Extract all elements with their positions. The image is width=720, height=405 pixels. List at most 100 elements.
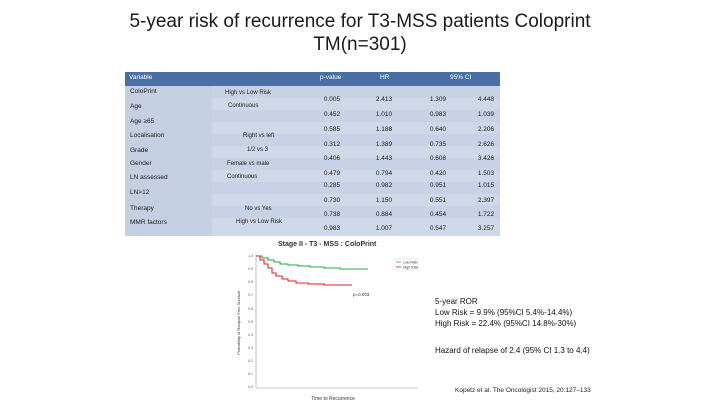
pvalue-cell: 0.983 xyxy=(323,225,341,232)
variable-grade: Grade xyxy=(130,147,149,154)
ci-low-cell: 0.983 xyxy=(429,111,447,118)
variable-age: Age xyxy=(130,103,142,110)
ror-title: 5-year ROR xyxy=(435,297,478,306)
hr-cell: 1.010 xyxy=(375,111,393,118)
ci-high-cell: 1.503 xyxy=(477,170,495,177)
hr-cell: 1.150 xyxy=(375,197,393,204)
comparison-mmr: High vs Low Risk xyxy=(236,219,283,225)
pvalue-cell: 0.406 xyxy=(323,155,341,162)
ci-low-cell: 0.640 xyxy=(429,126,447,133)
ci-high-cell: 4.448 xyxy=(477,96,495,103)
ror-low: Low Risk = 9.9% (95%CI 5.4%-14.4%) xyxy=(435,308,573,317)
km-legend-high: High Risk xyxy=(403,266,418,270)
header-ci: 95% CI xyxy=(450,74,472,81)
km-ytick: 0.0 xyxy=(248,385,253,389)
pvalue-cell: 0.005 xyxy=(323,96,341,103)
title-line-2: TM(n=301) xyxy=(313,34,407,55)
ci-low-cell: 0.951 xyxy=(429,182,447,189)
variable-localisation: Localisation xyxy=(130,132,165,139)
comparison-age: Continuous xyxy=(228,103,259,109)
table-band xyxy=(125,134,500,146)
ci-high-cell: 2.626 xyxy=(477,141,495,148)
pvalue-cell: 0.479 xyxy=(323,170,341,177)
ror-high: High Risk = 22.4% (95%CI 14.8%-30%) xyxy=(435,319,577,328)
hr-cell: 1.188 xyxy=(375,126,393,133)
km-ylabel: Probability of Relapse Free Survival xyxy=(236,291,241,355)
ci-high-cell: 2.206 xyxy=(477,126,495,133)
header-hr: HR xyxy=(380,74,390,81)
table-band xyxy=(125,158,500,170)
table-header: Variable p-value HR 95% CI xyxy=(125,72,500,86)
km-ytick: 0.4 xyxy=(248,333,253,337)
hr-cell: 1.443 xyxy=(375,155,393,162)
comparison-therapy: No vs Yes xyxy=(245,206,272,212)
ci-high-cell: 3.426 xyxy=(477,155,495,162)
header-pvalue: p-value xyxy=(320,74,342,81)
table-band xyxy=(125,86,500,98)
table-band xyxy=(125,206,500,218)
title-line-1: 5-year risk of recurrence for T3-MSS pat… xyxy=(129,11,591,32)
hr-cell: 0.884 xyxy=(375,211,393,218)
km-ytick: 0.1 xyxy=(248,372,253,376)
ci-high-cell: 1.039 xyxy=(477,111,495,118)
km-ytick: 1.0 xyxy=(248,254,253,258)
km-curve-low-risk xyxy=(256,255,368,270)
variable-coloprint: ColoPrint xyxy=(130,88,157,95)
slide-title: 5-year risk of recurrence for T3-MSS pat… xyxy=(0,10,720,56)
km-ytick: 0.9 xyxy=(248,267,253,271)
km-pvalue: p=0.003 xyxy=(353,292,370,297)
hr-cell: 2.413 xyxy=(375,96,393,103)
km-plot: 1.0 0.9 0.8 0.7 0.6 0.5 0.4 0.3 0.2 0.1 … xyxy=(236,254,419,402)
km-ytick: 0.5 xyxy=(248,320,253,324)
km-curve-high-risk xyxy=(256,255,352,286)
pvalue-cell: 0.730 xyxy=(323,197,341,204)
ci-high-cell: 2.397 xyxy=(477,197,495,204)
ci-low-cell: 0.551 xyxy=(429,197,447,204)
pvalue-cell: 0.585 xyxy=(323,126,341,133)
variable-gender: Gender xyxy=(130,160,152,167)
hr-cell: 1.007 xyxy=(375,225,393,232)
pvalue-cell: 0.738 xyxy=(323,211,341,218)
ci-low-cell: 0.454 xyxy=(429,211,447,218)
km-ytick: 0.8 xyxy=(248,280,253,284)
pvalue-cell: 0.452 xyxy=(323,111,341,118)
hr-cell: 0.794 xyxy=(375,170,393,177)
variable-therapy: Therapy xyxy=(130,205,154,212)
km-ytick: 0.3 xyxy=(248,346,253,350)
comparison-localisation: Right vs left xyxy=(243,133,275,139)
hr-cell: 0.982 xyxy=(375,182,393,189)
ci-low-cell: 0.608 xyxy=(429,155,447,162)
comparison-gender: Female vs male xyxy=(227,161,270,167)
ci-low-cell: 1.309 xyxy=(429,96,447,103)
variable-mmr-factors: MMR factors xyxy=(130,219,167,226)
pvalue-cell: 0.312 xyxy=(323,141,341,148)
km-ytick: 0.2 xyxy=(248,359,253,363)
ci-low-cell: 0.547 xyxy=(429,225,447,232)
ci-low-cell: 0.735 xyxy=(429,141,447,148)
citation: Kopetz et al. The Oncologist 2015, 20:12… xyxy=(455,387,591,394)
km-legend-low: Low Risk xyxy=(403,261,417,265)
hr-cell: 1.389 xyxy=(375,141,393,148)
table-variable-column xyxy=(125,86,212,236)
variable-ln-12: LN>12 xyxy=(130,189,150,196)
km-title: Stage II - T3 - MSS : ColoPrint xyxy=(278,241,377,248)
comparison-grade: 1/2 vs 3 xyxy=(247,147,269,153)
km-legend xyxy=(393,258,419,271)
table-band xyxy=(125,110,500,122)
ci-high-cell: 3.257 xyxy=(477,225,495,232)
variable-ln-assessed: LN assessed xyxy=(130,174,168,181)
comparison-coloprint: High vs Low Risk xyxy=(225,90,272,96)
km-ytick: 0.7 xyxy=(248,293,253,297)
ci-high-cell: 1.722 xyxy=(477,211,495,218)
km-xlabel: Time to Recurrence xyxy=(311,396,355,402)
km-ytick: 0.6 xyxy=(248,307,253,311)
hazard-text: Hazard of relapse of 2.4 (95% CI 1.3 to … xyxy=(435,346,590,355)
header-variable: Variable xyxy=(129,74,153,81)
pvalue-cell: 0.285 xyxy=(323,182,341,189)
ci-high-cell: 1.015 xyxy=(477,182,495,189)
ror-summary: 5-year ROR Low Risk = 9.9% (95%CI 5.4%-1… xyxy=(435,296,576,329)
comparison-ln-assessed: Continuous xyxy=(227,174,258,180)
table-band xyxy=(125,182,500,194)
variable-age-65: Age ≥65 xyxy=(130,118,155,125)
ci-low-cell: 0.420 xyxy=(429,170,447,177)
